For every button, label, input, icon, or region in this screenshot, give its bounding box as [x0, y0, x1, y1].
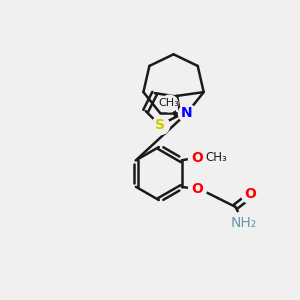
Text: O: O [191, 151, 203, 165]
Text: N: N [181, 106, 193, 120]
Text: O: O [191, 182, 203, 196]
Text: S: S [155, 118, 165, 132]
Text: O: O [244, 187, 256, 201]
Text: NH₂: NH₂ [231, 216, 257, 230]
Text: CH₃: CH₃ [206, 152, 227, 164]
Text: CH₃: CH₃ [158, 98, 179, 108]
